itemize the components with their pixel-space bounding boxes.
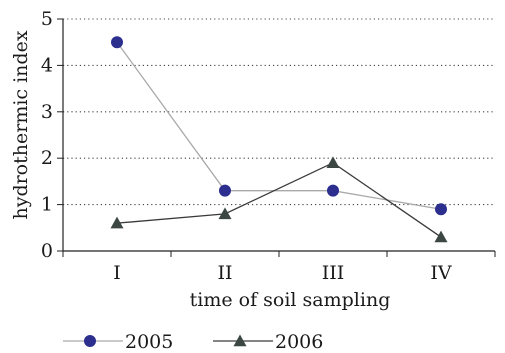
data-point-2005 — [111, 36, 123, 49]
y-axis-title: hydrothermic index — [10, 30, 32, 219]
x-axis-title: time of soil sampling — [190, 289, 391, 311]
y-tick-label: 1 — [41, 194, 53, 216]
data-point-2005 — [219, 184, 231, 197]
data-point-2006 — [110, 216, 124, 229]
x-tick-label: I — [113, 262, 121, 284]
data-point-2006 — [218, 207, 232, 220]
series-lines — [116, 41, 442, 238]
gridlines — [63, 18, 495, 206]
x-tick-label: II — [217, 262, 232, 284]
legend-label-2006: 2006 — [275, 331, 323, 353]
data-point-2006 — [326, 156, 340, 169]
y-tick-label: 0 — [41, 240, 53, 262]
y-tick-label: 3 — [41, 101, 53, 123]
legend-marker-2005 — [84, 335, 96, 347]
legend-marker-2006 — [233, 334, 247, 347]
y-axis: 0 1 2 3 4 5 — [41, 8, 64, 262]
y-tick-label: 4 — [41, 54, 53, 76]
x-tick-label: III — [322, 262, 345, 284]
legend: 2005 2006 — [63, 331, 323, 353]
x-tick-label: IV — [430, 262, 452, 284]
y-tick-label: 2 — [41, 147, 53, 169]
data-point-2005 — [435, 203, 447, 216]
series-line-2005 — [116, 41, 442, 210]
series-line-2006 — [116, 162, 442, 238]
y-tick-label: 5 — [41, 8, 53, 30]
x-axis: I II III IV — [62, 250, 496, 284]
data-point-2005 — [327, 184, 339, 197]
data-point-2006 — [434, 230, 448, 243]
series-markers — [110, 36, 448, 243]
legend-label-2005: 2005 — [125, 331, 173, 353]
